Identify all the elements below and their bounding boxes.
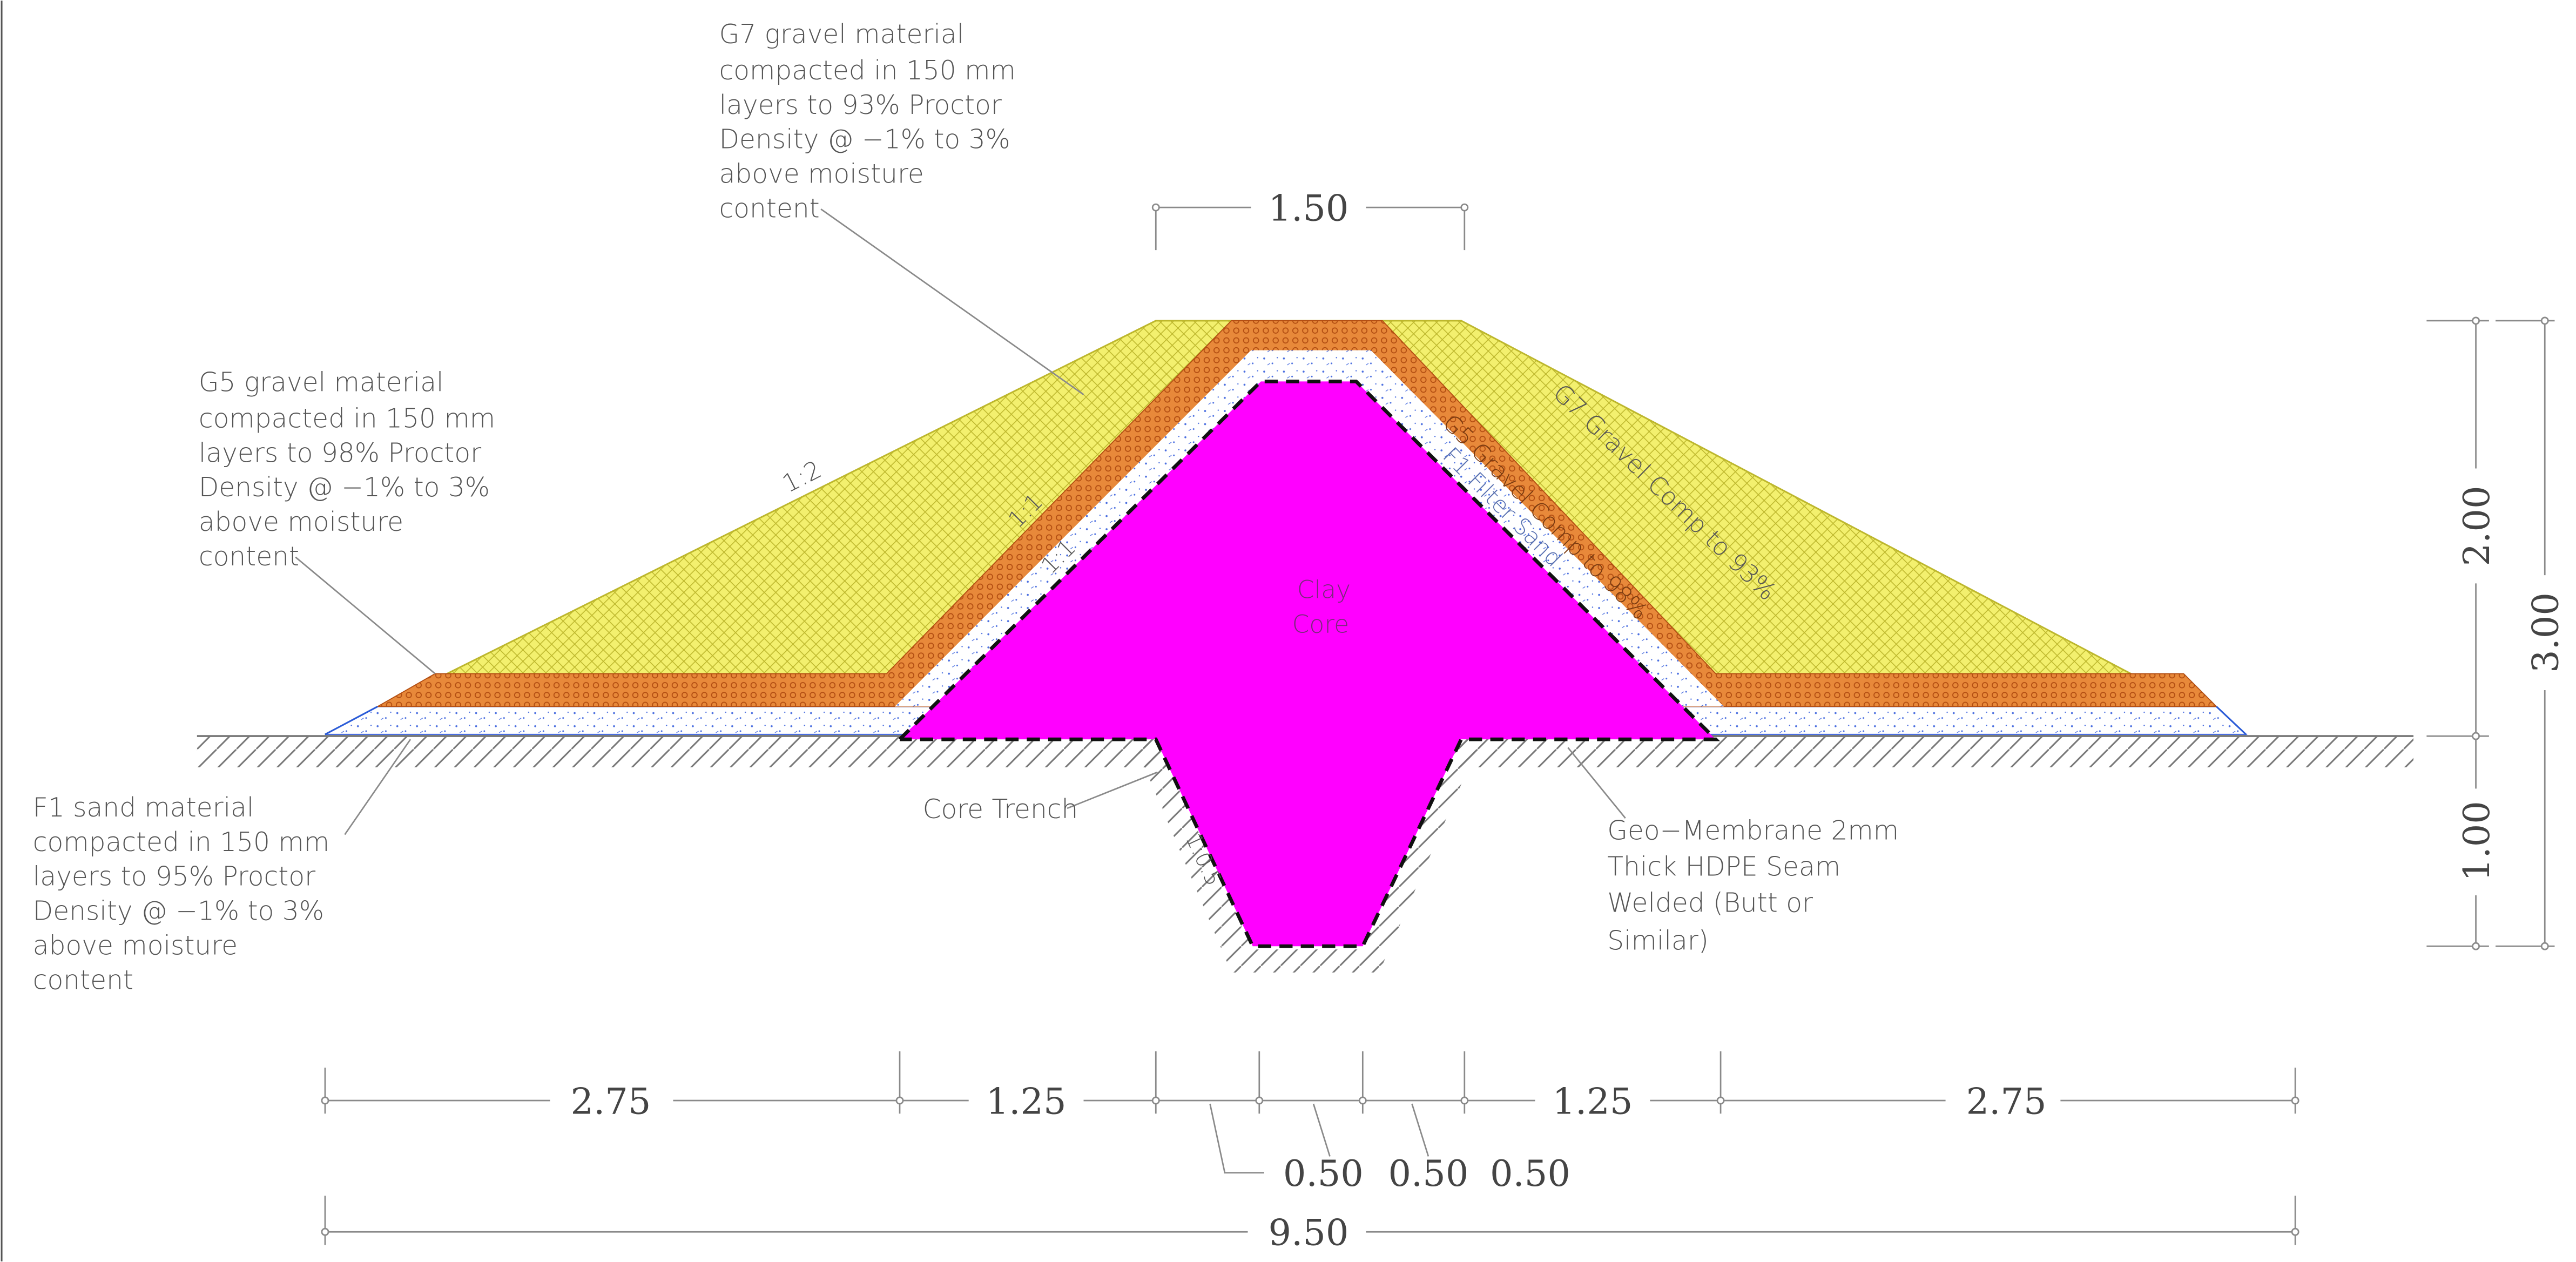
note-line: Geo−Membrane 2mm bbox=[1607, 816, 1899, 846]
note-line: content bbox=[33, 965, 133, 995]
note-line: above moisture bbox=[33, 930, 238, 961]
dimension-top-width: 1.50 bbox=[1151, 187, 1469, 251]
note-line: Density @ −1% to 3% bbox=[199, 473, 490, 503]
geomembrane-line bbox=[898, 380, 1721, 948]
clay-core-label-line: Core bbox=[1292, 610, 1350, 639]
note-line: Density @ −1% to 3% bbox=[719, 125, 1010, 155]
clay-core-label: Clay Core bbox=[1292, 576, 1351, 639]
note-line: content bbox=[199, 542, 299, 572]
note-geomembrane: Geo−Membrane 2mm Thick HDPE Seam Welded … bbox=[1607, 816, 1899, 956]
dim-center-segment: 0.50 bbox=[1283, 1152, 1364, 1194]
clay-core bbox=[900, 381, 1716, 947]
note-line: Welded (Butt or bbox=[1607, 888, 1813, 918]
core-trench-label: Core Trench bbox=[923, 794, 1078, 825]
note-line: compacted in 150 mm bbox=[719, 56, 1016, 86]
leader-lines bbox=[295, 208, 1626, 1174]
note-f1-material: F1 sand material compacted in 150 mm lay… bbox=[33, 793, 329, 995]
note-line: F1 sand material bbox=[33, 793, 254, 823]
note-g5-material: G5 gravel material compacted in 150 mm l… bbox=[199, 368, 495, 572]
dimension-overall-width bbox=[321, 1196, 2299, 1245]
dim-top-width: 1.50 bbox=[1269, 187, 1349, 229]
dim-bottom-segment: 2.75 bbox=[1966, 1080, 2047, 1122]
note-line: content bbox=[719, 193, 820, 224]
dim-bottom-segment: 2.75 bbox=[570, 1080, 651, 1122]
note-line: above moisture bbox=[719, 159, 924, 190]
note-line: Density @ −1% to 3% bbox=[33, 896, 324, 927]
dim-center-segment: 0.50 bbox=[1490, 1152, 1570, 1194]
note-line: compacted in 150 mm bbox=[33, 827, 329, 858]
dimension-bottom-segments bbox=[321, 1051, 2299, 1114]
note-line: layers to 95% Proctor bbox=[33, 862, 315, 892]
note-g7-material: G7 gravel material compacted in 150 mm l… bbox=[719, 19, 1016, 224]
dim-total-height: 3.00 bbox=[2525, 592, 2567, 673]
note-line: Thick HDPE Seam bbox=[1607, 852, 1840, 882]
note-line: G5 gravel material bbox=[199, 368, 444, 398]
note-line: G7 gravel material bbox=[719, 19, 965, 50]
note-line: layers to 93% Proctor bbox=[719, 90, 1002, 120]
note-line: layers to 98% Proctor bbox=[199, 438, 481, 468]
dim-bottom-segment: 1.25 bbox=[1552, 1080, 1633, 1122]
dimension-right-heights bbox=[2426, 316, 2555, 950]
dim-upper-height: 2.00 bbox=[2456, 485, 2498, 566]
dim-bottom-segment: 1.25 bbox=[986, 1080, 1067, 1122]
dim-center-segment: 0.50 bbox=[1388, 1152, 1468, 1194]
note-line: Similar) bbox=[1607, 926, 1709, 956]
note-line: compacted in 150 mm bbox=[199, 404, 495, 434]
clay-core-label-line: Clay bbox=[1297, 576, 1351, 604]
note-line: above moisture bbox=[199, 507, 403, 537]
dim-trench-depth: 1.00 bbox=[2456, 801, 2498, 881]
dim-overall-width: 9.50 bbox=[1269, 1212, 1349, 1254]
